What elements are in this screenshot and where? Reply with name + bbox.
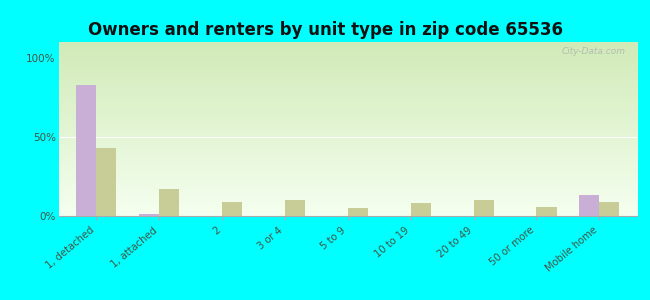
- Bar: [599, 202, 619, 216]
- Bar: [411, 203, 431, 216]
- Bar: [76, 85, 96, 216]
- Bar: [222, 202, 242, 216]
- Bar: [579, 195, 599, 216]
- Bar: [473, 200, 493, 216]
- Bar: [536, 206, 556, 216]
- Bar: [348, 208, 368, 216]
- Text: Owners and renters by unit type in zip code 65536: Owners and renters by unit type in zip c…: [88, 21, 562, 39]
- Text: City-Data.com: City-Data.com: [562, 47, 625, 56]
- Bar: [159, 189, 179, 216]
- Bar: [139, 214, 159, 216]
- Bar: [285, 200, 305, 216]
- Bar: [96, 148, 116, 216]
